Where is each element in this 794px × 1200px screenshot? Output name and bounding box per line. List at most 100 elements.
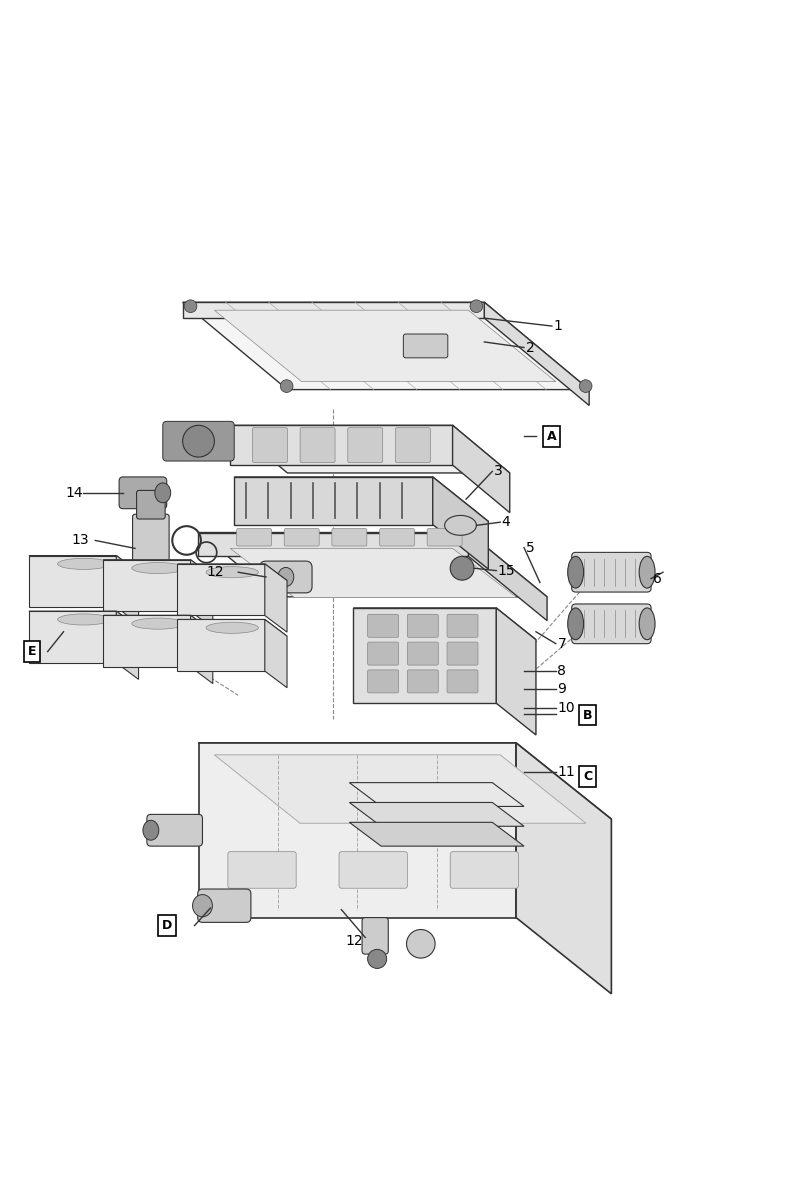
Polygon shape	[349, 803, 524, 827]
FancyBboxPatch shape	[133, 515, 169, 582]
Polygon shape	[178, 619, 287, 636]
FancyBboxPatch shape	[368, 614, 399, 637]
Text: 12: 12	[206, 565, 224, 580]
Polygon shape	[234, 476, 433, 524]
Text: 13: 13	[71, 534, 89, 547]
Ellipse shape	[639, 557, 655, 588]
Polygon shape	[198, 743, 611, 820]
Text: 12: 12	[345, 935, 363, 948]
Ellipse shape	[445, 516, 476, 535]
Polygon shape	[29, 611, 139, 628]
Polygon shape	[191, 616, 213, 684]
Polygon shape	[103, 559, 213, 576]
Ellipse shape	[639, 608, 655, 640]
Polygon shape	[230, 548, 517, 598]
Ellipse shape	[192, 894, 213, 917]
FancyBboxPatch shape	[198, 889, 251, 923]
Circle shape	[280, 379, 293, 392]
Ellipse shape	[183, 425, 214, 457]
Text: D: D	[162, 919, 172, 932]
FancyBboxPatch shape	[348, 427, 383, 463]
Circle shape	[184, 300, 197, 312]
Polygon shape	[191, 559, 213, 628]
FancyBboxPatch shape	[339, 852, 407, 888]
Text: 15: 15	[498, 564, 515, 577]
Text: 10: 10	[557, 701, 575, 715]
Polygon shape	[214, 755, 586, 823]
FancyBboxPatch shape	[300, 427, 335, 463]
Polygon shape	[353, 608, 536, 640]
FancyBboxPatch shape	[447, 614, 478, 637]
Polygon shape	[484, 302, 589, 406]
Text: 9: 9	[557, 682, 566, 696]
Polygon shape	[265, 619, 287, 688]
Polygon shape	[29, 556, 117, 607]
Text: B: B	[583, 709, 592, 721]
FancyBboxPatch shape	[362, 918, 388, 954]
Ellipse shape	[57, 558, 110, 570]
FancyBboxPatch shape	[427, 528, 462, 546]
FancyBboxPatch shape	[137, 491, 165, 520]
FancyBboxPatch shape	[368, 670, 399, 692]
Polygon shape	[516, 743, 611, 994]
FancyBboxPatch shape	[163, 421, 234, 461]
Text: 3: 3	[494, 464, 503, 479]
FancyBboxPatch shape	[407, 614, 438, 637]
FancyBboxPatch shape	[395, 427, 430, 463]
Polygon shape	[496, 608, 536, 734]
Polygon shape	[103, 616, 191, 667]
Ellipse shape	[206, 623, 259, 634]
Polygon shape	[234, 476, 488, 521]
Polygon shape	[230, 425, 510, 473]
FancyBboxPatch shape	[447, 670, 478, 692]
FancyBboxPatch shape	[407, 642, 438, 665]
Circle shape	[470, 300, 483, 312]
Text: 14: 14	[66, 486, 83, 500]
Polygon shape	[178, 564, 265, 616]
Polygon shape	[353, 608, 496, 703]
Ellipse shape	[155, 482, 171, 503]
Polygon shape	[468, 533, 547, 620]
Ellipse shape	[278, 568, 294, 587]
Polygon shape	[198, 533, 547, 596]
Circle shape	[580, 379, 592, 392]
Text: 6: 6	[653, 571, 661, 586]
FancyBboxPatch shape	[147, 815, 202, 846]
Polygon shape	[178, 619, 265, 671]
FancyBboxPatch shape	[572, 604, 651, 643]
Polygon shape	[230, 425, 453, 466]
FancyBboxPatch shape	[447, 642, 478, 665]
Text: 5: 5	[526, 540, 534, 554]
Polygon shape	[29, 611, 117, 662]
Polygon shape	[29, 556, 139, 572]
Ellipse shape	[132, 618, 184, 629]
Polygon shape	[265, 564, 287, 632]
Ellipse shape	[132, 563, 184, 574]
Text: 1: 1	[553, 319, 562, 334]
Polygon shape	[433, 476, 488, 569]
Polygon shape	[183, 302, 589, 390]
Text: 7: 7	[557, 637, 566, 650]
Polygon shape	[178, 564, 287, 581]
Polygon shape	[103, 559, 191, 611]
FancyBboxPatch shape	[450, 852, 518, 888]
Polygon shape	[183, 302, 484, 318]
Text: 4: 4	[502, 515, 511, 529]
Polygon shape	[349, 822, 524, 846]
FancyBboxPatch shape	[284, 528, 319, 546]
FancyBboxPatch shape	[237, 528, 272, 546]
Polygon shape	[117, 556, 139, 624]
FancyBboxPatch shape	[403, 334, 448, 358]
FancyBboxPatch shape	[380, 528, 414, 546]
Text: A: A	[547, 430, 557, 443]
Text: 8: 8	[557, 665, 566, 678]
FancyBboxPatch shape	[332, 528, 367, 546]
Ellipse shape	[568, 608, 584, 640]
Text: 11: 11	[557, 766, 575, 779]
Polygon shape	[453, 425, 510, 512]
Ellipse shape	[206, 566, 259, 577]
Ellipse shape	[568, 557, 584, 588]
Polygon shape	[198, 743, 516, 918]
Circle shape	[407, 930, 435, 958]
Polygon shape	[198, 533, 468, 557]
